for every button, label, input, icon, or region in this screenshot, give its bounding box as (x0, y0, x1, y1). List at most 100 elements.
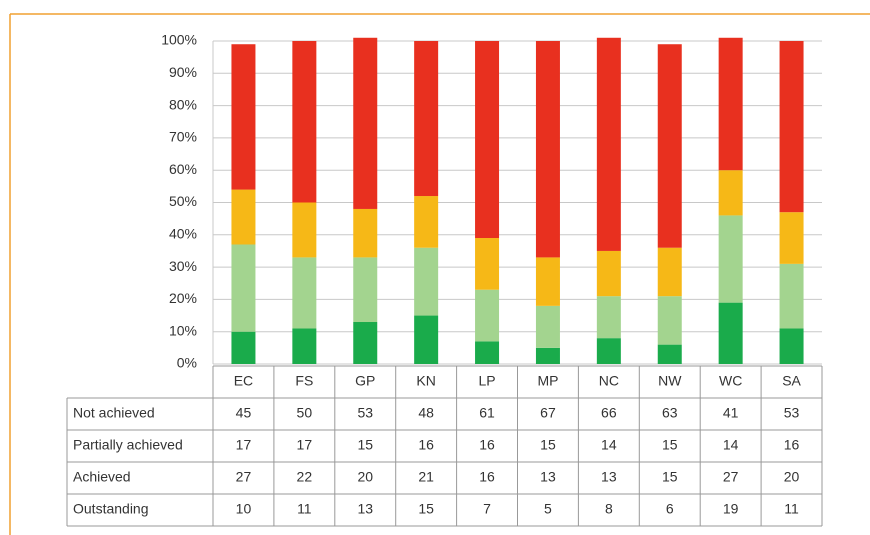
table-value: 41 (723, 405, 739, 421)
bar-segment (475, 341, 500, 364)
table-value: 11 (297, 501, 312, 517)
table-value: 15 (357, 437, 373, 453)
table-value: 16 (479, 469, 495, 485)
y-tick-label: 80% (169, 96, 197, 112)
table-value: 63 (662, 405, 678, 421)
table-value: 20 (357, 469, 373, 485)
table-value: 67 (540, 405, 556, 421)
table-value: 20 (784, 469, 800, 485)
table-value: 13 (601, 469, 617, 485)
table-value: 6 (666, 501, 674, 517)
bar-segment (414, 315, 439, 364)
table-value: 13 (540, 469, 556, 485)
table-value: 53 (357, 405, 373, 421)
y-tick-label: 50% (169, 193, 197, 209)
bar-segment (596, 250, 621, 297)
table-value: 17 (297, 437, 313, 453)
table-value: 13 (357, 501, 373, 517)
table-value: 45 (236, 405, 252, 421)
y-tick-label: 30% (169, 258, 197, 274)
table-value: 22 (297, 469, 313, 485)
bar-segment (414, 247, 439, 316)
bar-segment (353, 322, 378, 364)
x-tick-label: FS (295, 373, 313, 389)
table-value: 11 (784, 501, 799, 517)
row-label: Outstanding (73, 501, 149, 517)
bar-segment (535, 347, 560, 364)
y-tick-label: 20% (169, 290, 197, 306)
bar-segment (353, 208, 378, 258)
table-value: 48 (418, 405, 434, 421)
bar-segment (779, 328, 804, 364)
table-value: 15 (418, 501, 434, 517)
table-value: 15 (540, 437, 556, 453)
row-label: Not achieved (73, 405, 155, 421)
table-value: 27 (236, 469, 252, 485)
x-tick-label: GP (355, 373, 375, 389)
y-tick-label: 0% (177, 355, 197, 371)
row-label: Achieved (73, 469, 131, 485)
bar-segment (414, 196, 439, 248)
bar-segment (231, 331, 256, 364)
bar-segment (475, 41, 500, 239)
table-value: 14 (723, 437, 739, 453)
table-value: 53 (784, 405, 800, 421)
y-tick-label: 90% (169, 64, 197, 80)
bar-segment (657, 344, 682, 364)
x-tick-label: SA (782, 373, 801, 389)
y-tick-label: 100% (161, 32, 197, 48)
table-value: 17 (236, 437, 252, 453)
x-tick-label: KN (416, 373, 435, 389)
table-value: 8 (605, 501, 613, 517)
table-value: 61 (479, 405, 495, 421)
bar-segment (231, 244, 256, 332)
bar-segment (718, 37, 743, 171)
table-value: 15 (662, 437, 678, 453)
bar-segment (596, 296, 621, 339)
bar-segment (475, 238, 500, 290)
table-value: 10 (236, 501, 252, 517)
bar-segment (718, 170, 743, 216)
table-value: 16 (479, 437, 495, 453)
y-tick-label: 40% (169, 226, 197, 242)
bar-segment (292, 257, 317, 329)
x-tick-label: EC (234, 373, 253, 389)
bar-segment (718, 215, 743, 303)
bar-segment (475, 289, 500, 342)
bar-segment (657, 296, 682, 345)
table-value: 19 (723, 501, 739, 517)
bar-segment (779, 263, 804, 329)
bar-segment (779, 41, 804, 213)
row-label: Partially achieved (73, 437, 183, 453)
table-value: 66 (601, 405, 617, 421)
bar-segment (535, 305, 560, 348)
y-tick-label: 10% (169, 322, 197, 338)
bar-segment (292, 41, 317, 203)
table-value: 21 (418, 469, 434, 485)
x-tick-label: NC (599, 373, 619, 389)
bar-segment (535, 257, 560, 306)
bar-segment (353, 257, 378, 323)
bar-segment (596, 338, 621, 364)
bar-segment (718, 302, 743, 364)
bar-segment (353, 37, 378, 209)
x-tick-label: MP (537, 373, 558, 389)
table-value: 50 (297, 405, 313, 421)
y-tick-label: 60% (169, 161, 197, 177)
table-value: 16 (784, 437, 800, 453)
table-value: 16 (418, 437, 434, 453)
bar-segment (657, 247, 682, 297)
y-tick-label: 70% (169, 129, 197, 145)
bar-segment (779, 212, 804, 264)
bar-segment (292, 202, 317, 258)
x-tick-label: LP (478, 373, 495, 389)
bar-segment (231, 189, 256, 245)
bar-segment (596, 37, 621, 251)
table-value: 27 (723, 469, 739, 485)
bar-segment (414, 41, 439, 197)
bar-segment (231, 44, 256, 190)
x-tick-label: NW (658, 373, 682, 389)
x-tick-label: WC (719, 373, 742, 389)
bar-segment (535, 41, 560, 258)
